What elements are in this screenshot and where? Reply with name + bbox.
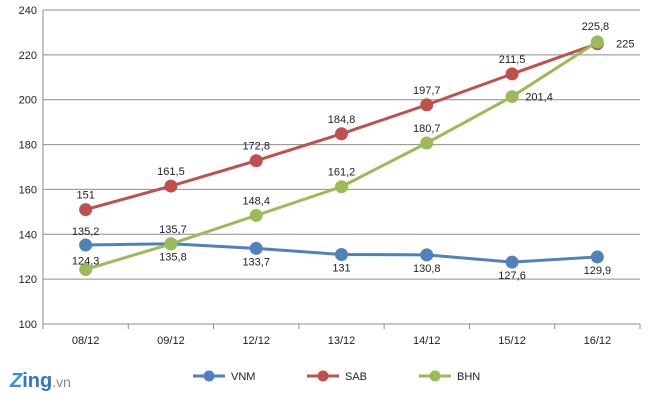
data-label-bhn: 148,4	[242, 195, 270, 207]
legend-marker-vnm	[203, 370, 215, 382]
legend-label-vnm: VNM	[231, 371, 255, 383]
data-label-bhn: 135,7	[159, 224, 187, 236]
data-label-bhn: 225,8	[582, 21, 610, 33]
data-point-vnm	[335, 247, 348, 261]
x-tick-label: 08/12	[72, 335, 100, 347]
data-label-sab: 225	[616, 39, 634, 51]
data-point-bhn	[505, 90, 519, 104]
logo-ing: ing	[22, 370, 53, 392]
axes: 100 120 140 160 180 200 220 240 08/12 09/12 12/12 1…	[19, 5, 641, 347]
y-tick-label: 180	[19, 140, 37, 152]
data-label-sab: 172,8	[242, 141, 270, 153]
data-label-sab: 161,5	[157, 166, 185, 178]
data-label-sab: 197,7	[413, 85, 441, 97]
data-label-vnm: 127,6	[498, 270, 526, 282]
data-point-sab	[420, 98, 434, 112]
data-point-sab	[79, 203, 93, 217]
data-label-vnm: 129,9	[584, 265, 612, 277]
data-point-sab	[505, 67, 519, 81]
data-point-vnm	[249, 241, 263, 255]
x-tick-label: 15/12	[498, 335, 526, 347]
data-label-bhn: 201,4	[525, 92, 553, 104]
data-label-vnm: 130,8	[413, 263, 441, 275]
zing-logo: Zing.vn	[10, 369, 71, 394]
data-label-sab: 184,8	[328, 114, 356, 126]
data-label-bhn: 180,7	[413, 123, 441, 135]
data-point-vnm	[590, 250, 604, 264]
data-labels: 135,2 135,8 133,7 131 130,8 127,6 129,9 151 161,…	[72, 21, 635, 282]
data-point-bhn	[590, 35, 604, 49]
x-tick-label: 16/12	[584, 335, 612, 347]
legend-marker-bhn	[429, 370, 441, 382]
x-tick-label: 09/12	[157, 335, 185, 347]
series-lines	[79, 35, 604, 276]
data-point-bhn	[249, 208, 263, 222]
data-label-vnm: 133,7	[242, 256, 270, 268]
data-label-vnm: 135,2	[72, 226, 100, 238]
data-point-bhn	[79, 262, 93, 276]
data-point-vnm	[79, 238, 93, 252]
data-point-vnm	[505, 255, 519, 269]
data-label-sab: 151	[76, 190, 94, 202]
data-point-sab	[249, 154, 263, 168]
x-tick-label: 13/12	[328, 335, 356, 347]
data-label-vnm: 135,8	[159, 252, 187, 264]
y-tick-label: 100	[19, 319, 37, 331]
logo-domain: .vn	[52, 374, 71, 390]
y-tick-label: 140	[19, 229, 37, 241]
data-point-sab	[164, 179, 178, 193]
data-label-sab: 211,5	[499, 54, 526, 66]
x-tick-label: 14/12	[413, 335, 441, 347]
y-tick-label: 220	[19, 50, 37, 62]
data-point-vnm	[420, 248, 434, 262]
y-tick-label: 240	[19, 5, 37, 17]
grid	[43, 9, 640, 325]
data-label-bhn: 124,3	[72, 255, 100, 267]
x-tick-label: 12/12	[242, 335, 270, 347]
legend: VNM SAB BHN	[193, 370, 480, 383]
y-tick-label: 120	[19, 274, 37, 286]
y-tick-label: 200	[19, 95, 37, 107]
data-label-bhn: 161,2	[328, 167, 356, 179]
data-point-sab	[335, 127, 348, 141]
legend-marker-sab	[317, 370, 329, 382]
legend-label-sab: SAB	[345, 371, 367, 383]
data-point-bhn	[420, 136, 434, 150]
legend-label-bhn: BHN	[457, 371, 480, 383]
data-label-vnm: 131	[332, 262, 350, 274]
y-tick-label: 160	[19, 184, 37, 196]
data-point-bhn	[164, 237, 178, 251]
data-point-bhn	[335, 180, 348, 194]
logo-z: Z	[10, 370, 23, 392]
